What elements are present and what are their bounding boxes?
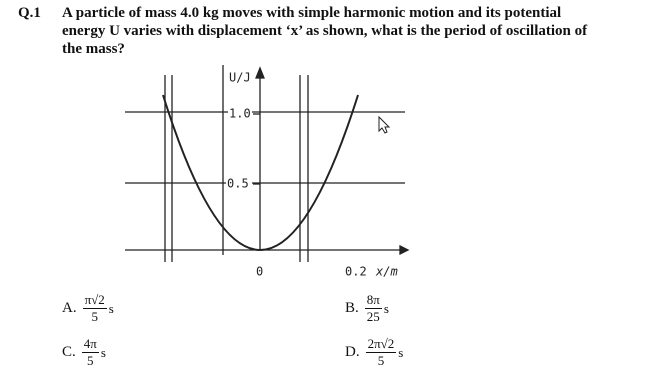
arrow <box>255 66 265 79</box>
unit: s <box>383 300 389 316</box>
label-bg <box>228 70 252 86</box>
fraction: 4π 5 <box>81 336 99 369</box>
arrow <box>399 244 410 256</box>
numerator: π√2 <box>82 292 107 309</box>
option-letter: B. <box>345 300 359 316</box>
denominator: 5 <box>87 353 94 368</box>
option: D. 2π√2 5 s <box>345 336 403 369</box>
y-tick-label: 1.0 <box>229 107 251 121</box>
potential-curve <box>162 94 359 251</box>
question-number: Q.1 <box>18 5 41 21</box>
denominator: 5 <box>377 353 385 368</box>
denominator: 5 <box>91 309 98 324</box>
numerator: 2π√2 <box>365 336 397 353</box>
cursor-icon <box>378 115 391 134</box>
y-tick-label: 0.5 <box>227 177 249 191</box>
unit: s <box>100 344 106 360</box>
graph-lines <box>125 65 410 262</box>
x-axis-label: x/m <box>375 265 398 279</box>
option: B. 8π 25 s <box>345 292 389 325</box>
question-line: the mass? <box>62 41 125 57</box>
label-bg <box>228 106 252 122</box>
option-letter: A. <box>62 300 77 316</box>
question-line: energy U varies with displacement ‘x’ as… <box>62 23 588 39</box>
x-tick-label: 0.2 <box>345 265 367 279</box>
unit: s <box>108 300 114 316</box>
option: A. π√2 5 s <box>62 292 114 325</box>
denominator: 25 <box>366 309 380 324</box>
numerator: 4π <box>81 336 99 353</box>
option: C. 4π 5 s <box>62 336 106 369</box>
label-bg <box>226 176 252 192</box>
numerator: 8π <box>364 292 382 309</box>
fraction: 2π√2 5 <box>365 336 397 369</box>
question-line: A particle of mass 4.0 kg moves with sim… <box>62 5 562 21</box>
fraction: 8π 25 <box>364 292 382 325</box>
fraction: π√2 5 <box>82 292 107 325</box>
y-axis-label: U/J <box>229 71 251 85</box>
option-letter: C. <box>62 344 76 360</box>
unit: s <box>398 344 404 360</box>
option-letter: D. <box>345 344 360 360</box>
origin-label: 0 <box>256 265 263 279</box>
